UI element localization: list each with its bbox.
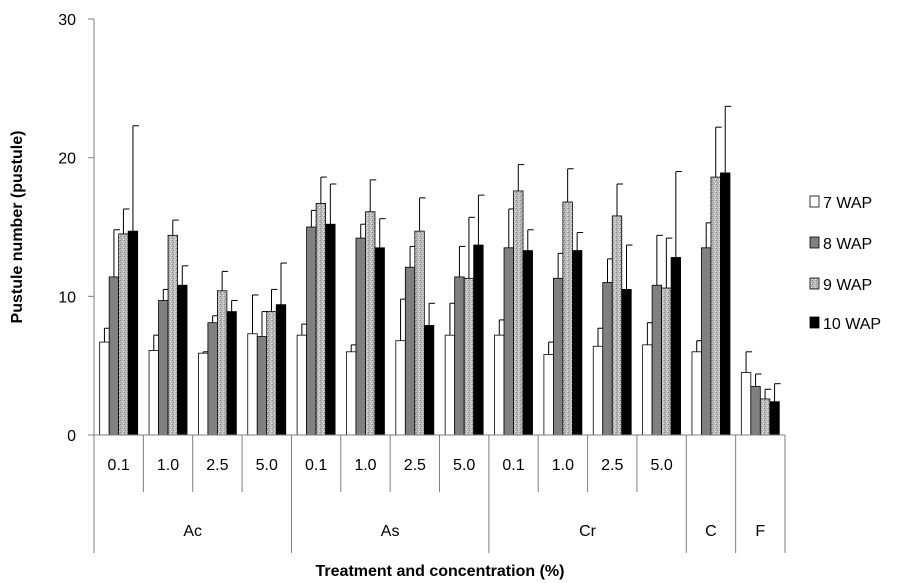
bar (670, 257, 682, 436)
x-group-label: Cr (579, 523, 597, 540)
bar (494, 334, 505, 436)
bar (513, 190, 524, 436)
bar (365, 211, 376, 436)
bar (216, 290, 228, 436)
bar (720, 172, 731, 436)
bar (473, 244, 484, 436)
bar (592, 345, 604, 436)
bar (355, 237, 366, 436)
legend-label: 10 WAP (823, 316, 881, 333)
y-tick-label: 20 (58, 151, 76, 168)
bar (651, 284, 663, 436)
bar (423, 325, 435, 436)
bar (127, 230, 139, 436)
bar (602, 282, 613, 436)
bar (266, 311, 277, 436)
bar (247, 333, 258, 436)
bar (759, 398, 771, 436)
bar (503, 247, 514, 436)
bar (661, 287, 672, 436)
bars (99, 105, 781, 436)
bar (177, 284, 188, 436)
legend-swatch (809, 195, 820, 208)
x-tick-label: 1.0 (552, 457, 574, 474)
bar (543, 354, 554, 436)
x-group-label: As (381, 523, 400, 540)
legend-swatch (809, 277, 820, 290)
y-axis: 0 10 20 30 (58, 12, 95, 445)
bar (701, 247, 712, 436)
x-tick-label: 2.5 (404, 457, 426, 474)
bar (207, 322, 218, 436)
bar (197, 352, 209, 436)
x-group-label: F (755, 523, 765, 540)
bar (346, 351, 357, 436)
bar (621, 288, 632, 436)
legend: 7 WAP 8 WAP 9 WAP 10 WAP (809, 195, 881, 333)
bar (571, 250, 583, 436)
legend-label: 8 WAP (823, 236, 872, 253)
bar (99, 341, 110, 436)
bar (769, 401, 780, 436)
bar (414, 230, 425, 436)
bar (522, 250, 533, 436)
x-group-label: Ac (183, 523, 202, 540)
bar (562, 201, 573, 436)
bar (444, 334, 456, 436)
x-tick-label: 0.1 (305, 457, 327, 474)
bar (296, 334, 308, 436)
x-group-label: C (705, 523, 717, 540)
bar (611, 215, 623, 436)
legend-swatch (809, 316, 820, 329)
bar (395, 340, 406, 436)
bar (710, 176, 721, 436)
bar (740, 372, 752, 436)
bar (108, 276, 120, 436)
x-tick-label: 2.5 (601, 457, 623, 474)
bar (454, 276, 465, 436)
bar (148, 350, 159, 436)
bar (226, 311, 237, 436)
bar (315, 203, 327, 436)
x-tick-label: 5.0 (650, 457, 672, 474)
y-axis-label: Pustule number (pustule) (9, 131, 26, 324)
bar (463, 277, 475, 436)
y-tick-label: 10 (58, 289, 76, 306)
y-tick-label: 0 (67, 428, 76, 445)
x-axis-label: Treatment and concentration (%) (316, 563, 565, 580)
bar (691, 351, 702, 436)
legend-label: 9 WAP (823, 277, 872, 294)
bar (167, 234, 178, 436)
bar (642, 344, 653, 436)
x-tick-label: 0.1 (108, 457, 130, 474)
x-tick-label: 0.1 (502, 457, 524, 474)
x-tick-label: 5.0 (453, 457, 475, 474)
y-tick-label: 30 (58, 12, 76, 29)
x-tick-label: 1.0 (157, 457, 179, 474)
legend-label: 7 WAP (823, 195, 872, 212)
bar (118, 233, 129, 436)
bar (552, 277, 564, 436)
bar (750, 386, 761, 436)
bar (275, 304, 287, 436)
x-tick-label: 5.0 (256, 457, 278, 474)
x-axis: 0.1 1.0 2.5 5.0 0.1 1.0 2.5 5.0 0.1 1.0 2.5 5.0 Ac As… (93, 434, 786, 553)
legend-swatch (809, 236, 820, 249)
bar (374, 247, 385, 436)
x-tick-label: 2.5 (206, 457, 228, 474)
bar (158, 300, 169, 436)
bar (325, 223, 336, 436)
bar (306, 226, 317, 436)
bar (404, 266, 416, 436)
x-tick-label: 1.0 (354, 457, 376, 474)
bar (256, 336, 268, 436)
